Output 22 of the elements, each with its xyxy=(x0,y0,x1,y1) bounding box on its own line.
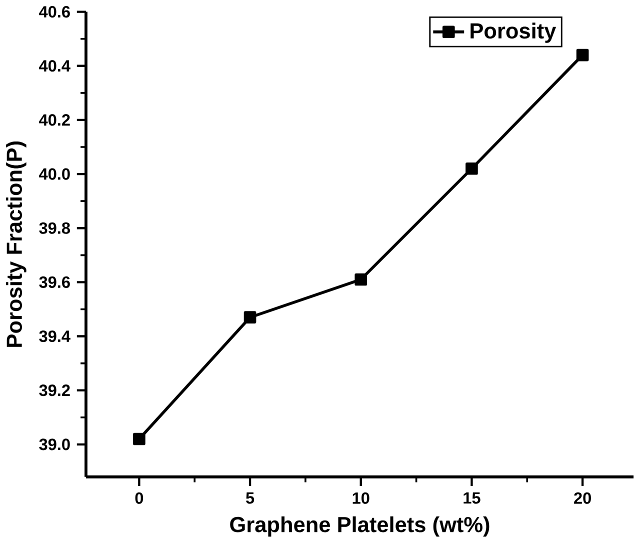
x-axis-title: Graphene Platelets (wt%) xyxy=(230,516,490,537)
point xyxy=(466,162,478,175)
y-tick-label: 39.4 xyxy=(39,330,70,342)
x-tick-label: 5 xyxy=(246,492,254,504)
y-tick-label: 39.2 xyxy=(39,384,70,396)
y-tick-label: 40.4 xyxy=(39,60,70,72)
y-tick-label: 40.0 xyxy=(39,168,70,180)
point xyxy=(244,311,256,324)
x-tick-label: 10 xyxy=(352,492,370,504)
point xyxy=(354,274,368,286)
y-tick-label: 40.2 xyxy=(39,114,70,126)
legend-label: Porosity xyxy=(470,22,556,44)
y-tick-label: 39.6 xyxy=(39,276,70,288)
x-tick-label: 0 xyxy=(135,492,144,504)
point xyxy=(133,433,146,446)
y-tick-label: 39.8 xyxy=(39,222,70,234)
y-tick-label: 40.6 xyxy=(39,6,70,18)
x-tick-label: 20 xyxy=(574,492,591,504)
y-tick-label: 39.0 xyxy=(39,438,70,450)
y-axis-title: Porosity Fraction(P) xyxy=(6,142,26,347)
point xyxy=(576,49,589,62)
x-tick-label: 15 xyxy=(464,492,480,504)
